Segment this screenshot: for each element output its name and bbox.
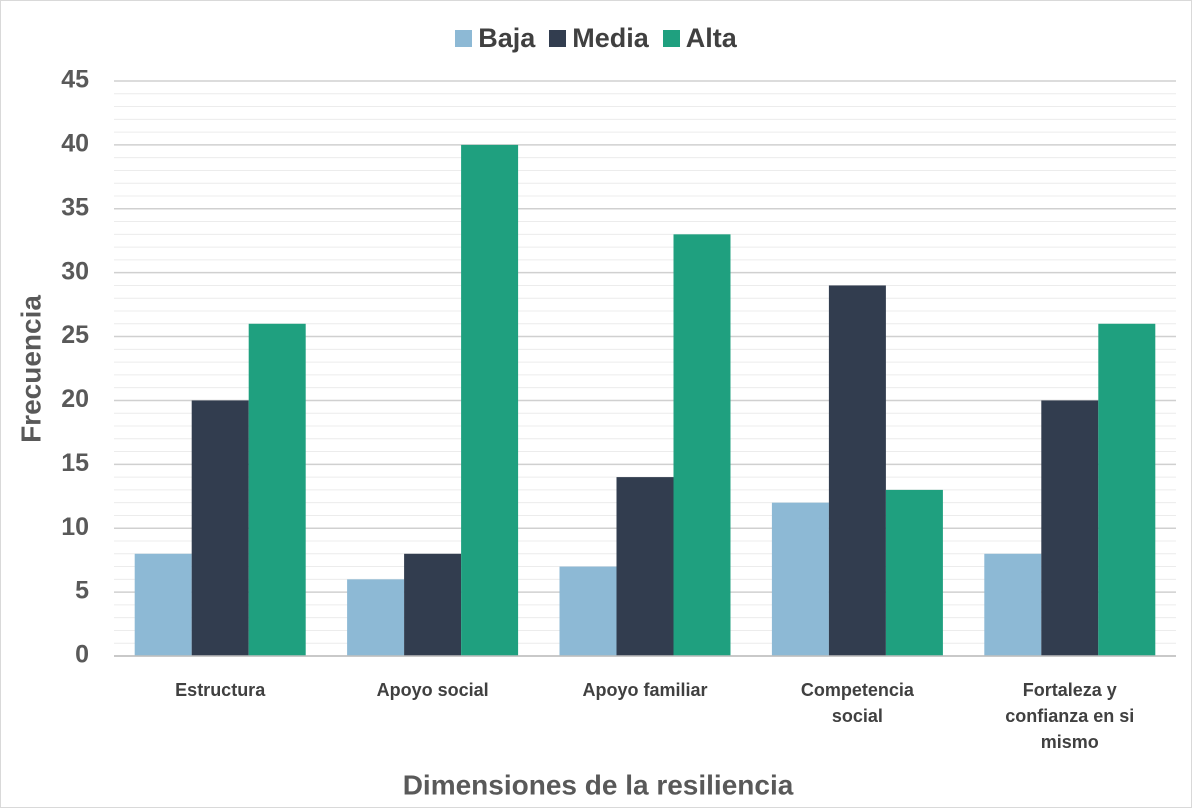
bar — [347, 579, 405, 656]
y-tick-label: 35 — [61, 193, 89, 221]
legend-label: Alta — [685, 23, 737, 53]
y-tick-label: 40 — [61, 129, 89, 157]
bar — [673, 234, 731, 657]
y-tick-label: 15 — [61, 449, 89, 477]
y-tick-label: 45 — [61, 66, 89, 94]
bar — [134, 553, 192, 656]
legend-swatch — [455, 30, 473, 47]
bar — [616, 477, 674, 656]
legend: Baja Media Alta — [1, 23, 1191, 54]
x-axis-title: Dimensiones de la resiliencia — [403, 769, 794, 800]
x-tick-label: Fortaleza y confianza en si mismo — [1005, 680, 1135, 752]
legend-swatch — [549, 30, 567, 47]
x-tick-label: Apoyo familiar — [582, 680, 708, 700]
bar — [461, 144, 519, 656]
y-tick-label: 5 — [75, 577, 89, 605]
bar — [404, 553, 462, 656]
y-tick-label: 0 — [75, 641, 89, 669]
x-tick-label: Competencia social — [800, 680, 914, 726]
y-axis-title: Frecuencia — [15, 295, 46, 443]
legend-item: Baja — [455, 23, 535, 54]
legend-item: Alta — [662, 23, 737, 54]
bar — [885, 489, 943, 656]
x-tick-label: Apoyo social — [376, 680, 489, 700]
bar — [248, 323, 306, 656]
bar — [1098, 323, 1156, 656]
y-tick-label: 20 — [61, 385, 89, 413]
bar — [191, 400, 249, 656]
bar — [984, 553, 1042, 656]
y-tick-label: 30 — [61, 257, 89, 285]
bar — [559, 566, 617, 656]
legend-item: Media — [549, 23, 649, 54]
bar — [771, 502, 829, 656]
bar — [828, 285, 886, 656]
legend-label: Media — [572, 23, 649, 53]
y-tick-label: 10 — [61, 513, 89, 541]
x-tick-label: Estructura — [175, 680, 266, 700]
legend-label: Baja — [478, 23, 536, 53]
y-tick-label: 25 — [61, 321, 89, 349]
legend-swatch — [662, 30, 680, 47]
bar — [1041, 400, 1099, 656]
